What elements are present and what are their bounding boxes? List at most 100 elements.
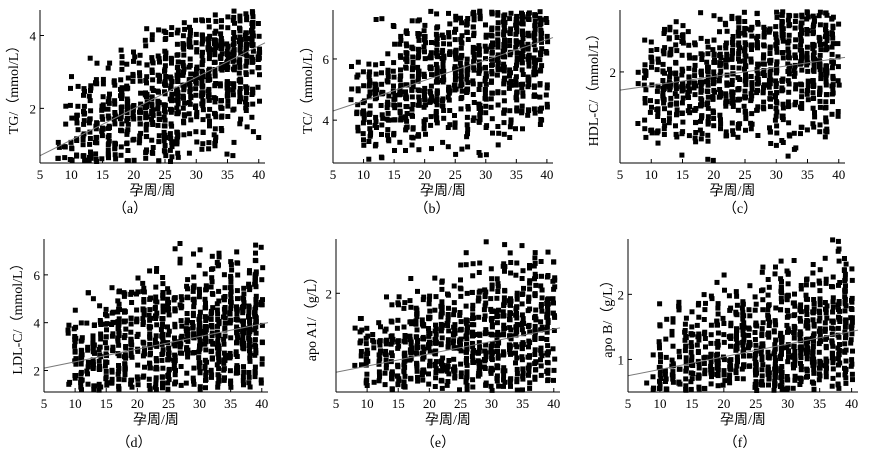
data-point [241, 300, 247, 306]
data-point [810, 270, 816, 276]
data-point [395, 364, 401, 370]
data-point [67, 157, 73, 162]
data-point [445, 344, 451, 350]
data-point [519, 67, 525, 73]
data-point [727, 307, 733, 313]
data-point [200, 107, 206, 113]
data-point [780, 101, 786, 107]
data-point [724, 72, 730, 78]
data-point [743, 127, 748, 133]
data-point [100, 81, 106, 87]
data-point [682, 329, 688, 335]
data-point [679, 72, 685, 78]
data-point [446, 34, 452, 40]
data-point [755, 80, 761, 86]
data-point [224, 48, 230, 54]
data-point [427, 363, 433, 369]
data-point [116, 289, 122, 295]
data-point [147, 386, 153, 392]
data-point [513, 39, 519, 45]
data-point [850, 348, 855, 354]
data-point [721, 321, 727, 326]
data-point [459, 20, 465, 26]
data-point [219, 18, 224, 24]
data-point [482, 287, 488, 293]
data-point [174, 41, 180, 47]
data-point [408, 339, 414, 345]
data-point [500, 309, 506, 315]
data-point [545, 303, 550, 309]
data-point [447, 41, 452, 47]
data-point [759, 373, 765, 379]
data-point [206, 24, 212, 30]
data-point [118, 109, 124, 115]
data-point [250, 101, 256, 107]
x-tick-label: 10 [69, 396, 82, 411]
data-point [228, 299, 233, 304]
data-point [194, 47, 200, 53]
data-point [714, 360, 720, 366]
data-point [687, 55, 693, 61]
data-point [434, 39, 440, 44]
data-point [116, 333, 122, 338]
data-point [118, 47, 124, 53]
data-point [212, 99, 218, 105]
data-point [128, 321, 134, 327]
data-point [244, 17, 250, 23]
data-point [721, 339, 727, 345]
data-point [182, 26, 188, 32]
data-point [538, 17, 544, 23]
data-point [798, 355, 804, 360]
data-point [743, 64, 749, 70]
data-point [441, 77, 447, 83]
data-point [489, 50, 495, 56]
data-point [830, 35, 836, 41]
data-point [704, 59, 710, 65]
data-point [477, 114, 483, 120]
data-point [119, 92, 125, 98]
data-point [401, 305, 407, 311]
data-point [483, 152, 489, 158]
data-point [657, 378, 662, 384]
data-point [402, 384, 408, 390]
data-point [755, 77, 761, 82]
data-point [705, 64, 711, 70]
data-point [459, 88, 465, 94]
data-point [519, 85, 525, 91]
data-point [830, 60, 836, 66]
data-point [181, 112, 187, 118]
data-point [698, 35, 704, 41]
data-point [191, 331, 197, 337]
data-point [434, 65, 440, 71]
data-point [784, 296, 790, 302]
data-point [748, 27, 754, 33]
data-point [476, 103, 482, 109]
data-point [501, 365, 507, 371]
data-point [804, 50, 810, 56]
data-point [804, 349, 810, 355]
data-point [464, 341, 469, 347]
data-point [147, 345, 153, 351]
data-point [733, 370, 739, 376]
data-point [767, 45, 773, 51]
data-point [144, 114, 150, 120]
data-point [496, 66, 502, 72]
data-point [810, 335, 815, 341]
data-point [85, 359, 91, 365]
data-point [470, 316, 475, 322]
data-point [662, 368, 668, 374]
data-point [451, 300, 457, 306]
data-point [810, 67, 816, 73]
data-point [829, 111, 835, 117]
x-tick-label: 25 [162, 396, 175, 411]
data-point [410, 60, 416, 65]
data-point [761, 68, 767, 73]
data-point [451, 356, 457, 362]
data-point [386, 93, 392, 99]
data-point [829, 331, 835, 337]
data-point [153, 356, 159, 361]
data-point [373, 17, 379, 22]
data-point [494, 375, 500, 381]
